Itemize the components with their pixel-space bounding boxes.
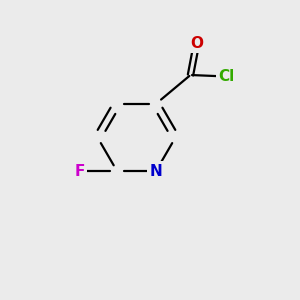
Text: N: N — [150, 164, 162, 178]
Text: F: F — [74, 164, 85, 178]
Text: O: O — [190, 36, 203, 51]
Text: Cl: Cl — [218, 69, 235, 84]
